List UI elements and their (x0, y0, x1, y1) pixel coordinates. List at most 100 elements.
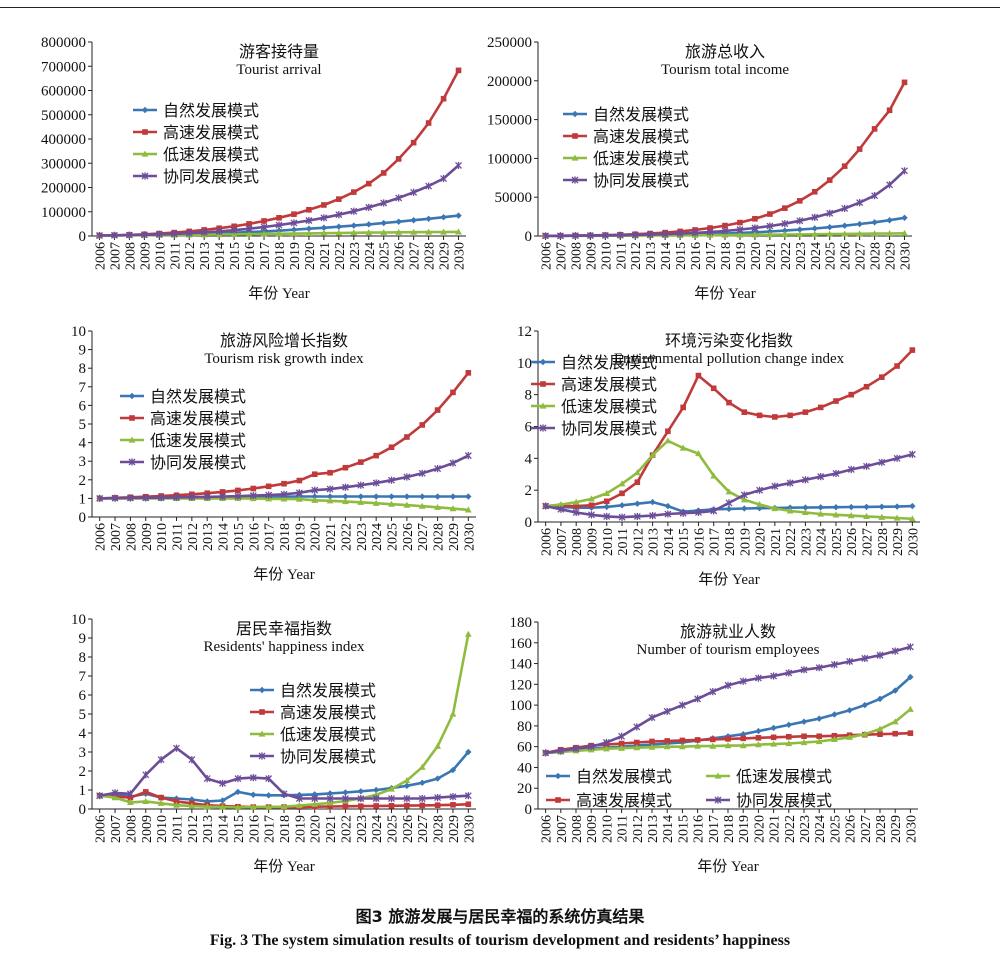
data-point (556, 232, 564, 240)
data-point (219, 492, 227, 501)
x-tick-label: 2015 (228, 242, 243, 270)
data-point (388, 476, 395, 484)
x-tick-label: 2028 (876, 528, 891, 556)
data-point (311, 800, 319, 807)
data-point (335, 211, 343, 219)
data-point (261, 218, 267, 224)
data-point (403, 777, 411, 784)
data-point (404, 434, 410, 440)
x-tick-label: 2020 (309, 815, 324, 843)
data-point (815, 664, 823, 672)
data-point (418, 469, 426, 477)
data-point (440, 174, 448, 183)
data-point (311, 486, 319, 494)
y-tick-label: 8 (79, 361, 87, 377)
data-point (455, 161, 462, 170)
legend-marker (540, 381, 546, 387)
y-tick-label: 100000 (487, 151, 532, 167)
data-point (841, 204, 849, 213)
data-point (126, 790, 134, 798)
legend-label: 协同发展模式 (561, 419, 657, 438)
legend-marker (554, 772, 562, 780)
x-tick-label: 2011 (168, 242, 183, 269)
x-tick-label: 2010 (599, 242, 614, 270)
legend-label: 低速发展模式 (280, 725, 376, 744)
data-point (811, 213, 819, 221)
legend-label: 自然发展模式 (593, 105, 689, 124)
data-point (861, 654, 869, 662)
data-point (756, 504, 763, 512)
x-tick-label: 2018 (278, 523, 293, 551)
data-point (886, 229, 893, 237)
x-tick-label: 2011 (614, 242, 629, 269)
data-point (817, 504, 824, 511)
legend-marker (141, 150, 149, 157)
x-tick-label: 2013 (647, 528, 662, 556)
data-point (725, 499, 733, 507)
x-tick-label: 2026 (393, 242, 408, 270)
chart-panel-1: 0 100000 200000 300000 400000 500000 600000 700… (41, 35, 468, 302)
data-point (434, 407, 441, 413)
x-tick-label: 2015 (232, 815, 247, 843)
y-tick-label: 10 (517, 356, 532, 372)
x-tick-label: 2010 (601, 528, 616, 556)
data-point (341, 483, 349, 491)
x-tick-label: 2030 (453, 242, 468, 270)
x-tick-label: 2029 (891, 528, 906, 556)
data-point (603, 498, 610, 505)
y-tick-label: 4 (79, 436, 87, 452)
legend-marker (141, 106, 149, 114)
data-point (418, 763, 426, 770)
data-point (295, 489, 303, 497)
data-point (450, 389, 456, 396)
data-point (616, 231, 624, 239)
data-point (740, 491, 748, 499)
data-point (358, 459, 364, 465)
data-point (861, 701, 868, 709)
data-point (664, 437, 672, 444)
legend-marker (572, 133, 578, 139)
y-tick-label: 80 (517, 719, 532, 735)
data-point (275, 230, 283, 237)
data-point (96, 494, 104, 502)
data-point (724, 742, 732, 749)
y-tick-label: 1 (79, 491, 87, 507)
chart-title: 游客接待量 (239, 42, 319, 61)
data-point (372, 791, 380, 798)
chart-title: 旅游就业人数 (680, 622, 776, 641)
data-point (817, 473, 825, 481)
data-point (800, 739, 808, 746)
data-point (786, 733, 792, 740)
x-tick-label: 2014 (217, 523, 232, 551)
legend-marker (555, 797, 561, 803)
data-point (631, 231, 639, 239)
data-point (781, 227, 789, 234)
x-tick-label: 2006 (94, 523, 109, 551)
x-tick-label: 2019 (738, 528, 753, 556)
data-point (680, 404, 686, 411)
legend-marker (142, 129, 148, 135)
data-point (634, 739, 640, 746)
data-point (830, 660, 838, 669)
data-point (449, 459, 457, 467)
x-tick-label: 2007 (555, 815, 570, 843)
data-point (664, 738, 670, 744)
data-point (771, 504, 779, 512)
data-point (542, 749, 550, 757)
data-point (694, 742, 701, 749)
data-point (891, 718, 899, 725)
x-tick-label: 2024 (370, 815, 385, 843)
legend-marker (129, 415, 135, 421)
legend-marker (714, 796, 722, 804)
x-tick-label: 2026 (845, 528, 860, 556)
x-tick-label: 2011 (616, 528, 631, 555)
data-point (618, 740, 625, 747)
data-point (876, 725, 884, 732)
data-point (676, 229, 684, 238)
data-point (281, 480, 287, 487)
data-point (603, 512, 611, 521)
figure-caption-english: Fig. 3 The system simulation results of … (209, 932, 791, 949)
y-tick-label: 6 (79, 688, 87, 704)
data-point (403, 782, 411, 790)
data-point (455, 228, 462, 235)
